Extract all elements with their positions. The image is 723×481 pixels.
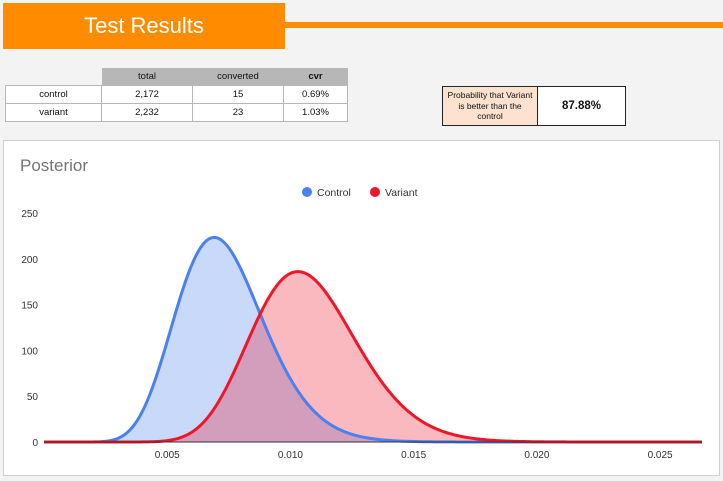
row-label: control — [5, 85, 102, 104]
x-tick-label: 0.015 — [401, 450, 426, 461]
x-tick-label: 0.005 — [155, 450, 180, 461]
chart-areas — [44, 235, 702, 444]
variant-legend-marker — [370, 187, 380, 197]
variant-area — [44, 271, 702, 442]
probability-value: 87.88% — [561, 100, 601, 112]
x-tick-label: 0.020 — [524, 450, 549, 461]
table-header-row: total converted cvr — [6, 68, 348, 86]
x-tick-label: 0.025 — [648, 450, 673, 461]
cell-total: 2,232 — [101, 103, 193, 122]
y-tick-label: 200 — [21, 255, 38, 266]
cell-cvr: 1.03% — [283, 103, 348, 122]
cell-total: 2,172 — [101, 85, 193, 104]
y-tick-label: 100 — [21, 346, 38, 357]
table-row: variant 2,232 23 1.03% — [5, 103, 348, 122]
table-row: control 2,172 15 0.69% — [5, 85, 348, 104]
probability-label: Probability that Variant is better than … — [443, 87, 538, 125]
y-tick-label: 250 — [21, 209, 38, 220]
x-axis: 0.005 0.010 0.015 0.020 0.025 — [155, 450, 673, 461]
x-tick-label: 0.010 — [278, 450, 303, 461]
header-banner: Test Results — [3, 3, 285, 49]
control-legend-label: Control — [317, 187, 351, 199]
y-tick-label: 150 — [21, 301, 38, 312]
row-label: variant — [5, 103, 102, 122]
posterior-chart: Posterior Control Variant 0 50 100 150 200 250… — [3, 140, 720, 476]
y-tick-label: 50 — [27, 392, 39, 403]
cell-converted: 23 — [192, 103, 284, 122]
stats-table: total converted cvr control 2,172 15 0.6… — [5, 68, 348, 122]
chart-svg: Posterior Control Variant 0 50 100 150 200 250… — [20, 156, 702, 461]
chart-legend: Control Variant — [302, 187, 418, 199]
chart-title: Posterior — [20, 156, 88, 175]
control-area — [44, 237, 702, 442]
column-header-converted: converted — [192, 68, 284, 86]
page-title: Test Results — [84, 13, 204, 38]
variant-legend-label: Variant — [385, 187, 418, 199]
y-tick-label: 0 — [32, 438, 38, 449]
control-legend-marker — [302, 187, 312, 197]
table-header-blank — [6, 68, 102, 86]
cell-converted: 15 — [192, 85, 284, 104]
cell-cvr: 0.69% — [283, 85, 348, 104]
column-header-cvr: cvr — [283, 68, 348, 86]
y-axis: 0 50 100 150 200 250 — [21, 209, 38, 449]
header-divider — [285, 22, 723, 28]
column-header-total: total — [101, 68, 193, 86]
probability-box: Probability that Variant is better than … — [442, 86, 626, 126]
